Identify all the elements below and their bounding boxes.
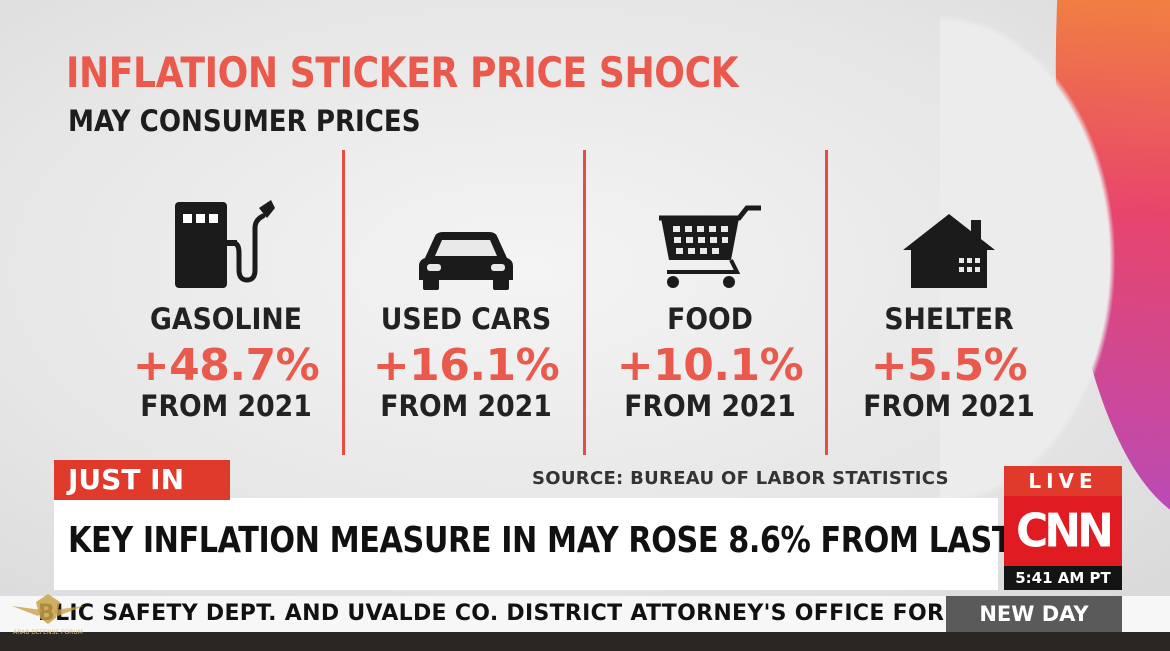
graphic-title: INFLATION STICKER PRICE SHOCK bbox=[66, 48, 739, 97]
category-change: +10.1% bbox=[616, 340, 804, 391]
category-shelter: SHELTER +5.5% FROM 2021 bbox=[829, 190, 1069, 423]
just-in-tag: JUST IN bbox=[54, 460, 230, 500]
shopping-cart-icon bbox=[590, 190, 830, 290]
graphic-subtitle: MAY CONSUMER PRICES bbox=[68, 104, 421, 138]
car-icon bbox=[346, 190, 586, 290]
ticker-text: BLIC SAFETY DEPT. AND UVALDE CO. DISTRIC… bbox=[38, 601, 946, 626]
category-since: FROM 2021 bbox=[624, 389, 796, 423]
category-since: FROM 2021 bbox=[140, 389, 312, 423]
house-icon bbox=[829, 190, 1069, 290]
gas-pump-icon bbox=[106, 190, 346, 290]
category-used-cars: USED CARS +16.1% FROM 2021 bbox=[346, 190, 586, 423]
bottom-strip bbox=[0, 632, 1170, 651]
show-name: NEW DAY bbox=[946, 596, 1122, 632]
live-badge: LIVE bbox=[1004, 466, 1122, 496]
category-gasoline: GASOLINE +48.7% FROM 2021 bbox=[106, 190, 346, 423]
category-change: +48.7% bbox=[132, 340, 320, 391]
category-food: FOOD +10.1% FROM 2021 bbox=[590, 190, 830, 423]
headline-text: KEY INFLATION MEASURE IN MAY ROSE 8.6% F… bbox=[68, 520, 1110, 561]
source-note: SOURCE: BUREAU OF LABOR STATISTICS bbox=[532, 468, 949, 489]
clock: 5:41 AM PT bbox=[1004, 566, 1122, 590]
category-name: SHELTER bbox=[884, 302, 1014, 336]
category-change: +5.5% bbox=[870, 340, 1028, 391]
svg-text:ARAB DEFENSE FORUM: ARAB DEFENSE FORUM bbox=[13, 629, 83, 636]
category-name: FOOD bbox=[667, 302, 753, 336]
headline-bar bbox=[54, 498, 998, 590]
column-divider bbox=[583, 150, 586, 455]
category-name: GASOLINE bbox=[150, 302, 302, 336]
column-divider bbox=[825, 150, 828, 455]
category-change: +16.1% bbox=[372, 340, 560, 391]
category-name: USED CARS bbox=[380, 302, 552, 336]
column-divider bbox=[342, 150, 345, 455]
category-since: FROM 2021 bbox=[863, 389, 1035, 423]
forum-watermark-logo: ARAB DEFENSE FORUM bbox=[2, 588, 94, 648]
category-since: FROM 2021 bbox=[380, 389, 552, 423]
cnn-logo: CNN bbox=[1016, 504, 1114, 558]
network-logo-box: CNN bbox=[1004, 496, 1122, 566]
